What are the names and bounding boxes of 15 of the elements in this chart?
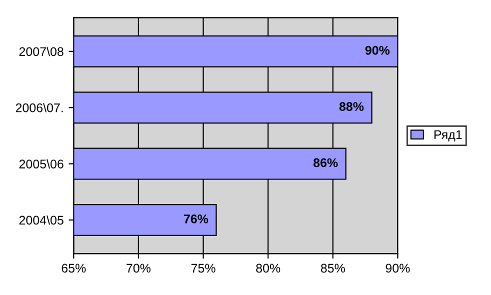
data-label: 90% [365, 46, 390, 55]
x-tick-label: 80% [256, 264, 280, 273]
x-tick-label: 65% [62, 264, 86, 273]
data-label: 86% [313, 158, 338, 168]
y-tick-label: 2004\05 [19, 215, 64, 225]
data-label: 88% [339, 102, 364, 111]
y-tick-label: 2005\06 [19, 159, 64, 168]
data-label: 76% [184, 214, 208, 224]
x-tick-label: 70% [126, 264, 151, 273]
x-tick-label: 75% [191, 264, 216, 273]
legend-label: Ряд1 [434, 130, 462, 142]
y-tick-label: 2007\08 [19, 46, 64, 56]
x-tick-label: 90% [386, 264, 410, 273]
x-tick-label: 85% [320, 264, 345, 273]
y-tick-label: 2006\07. [16, 103, 63, 112]
